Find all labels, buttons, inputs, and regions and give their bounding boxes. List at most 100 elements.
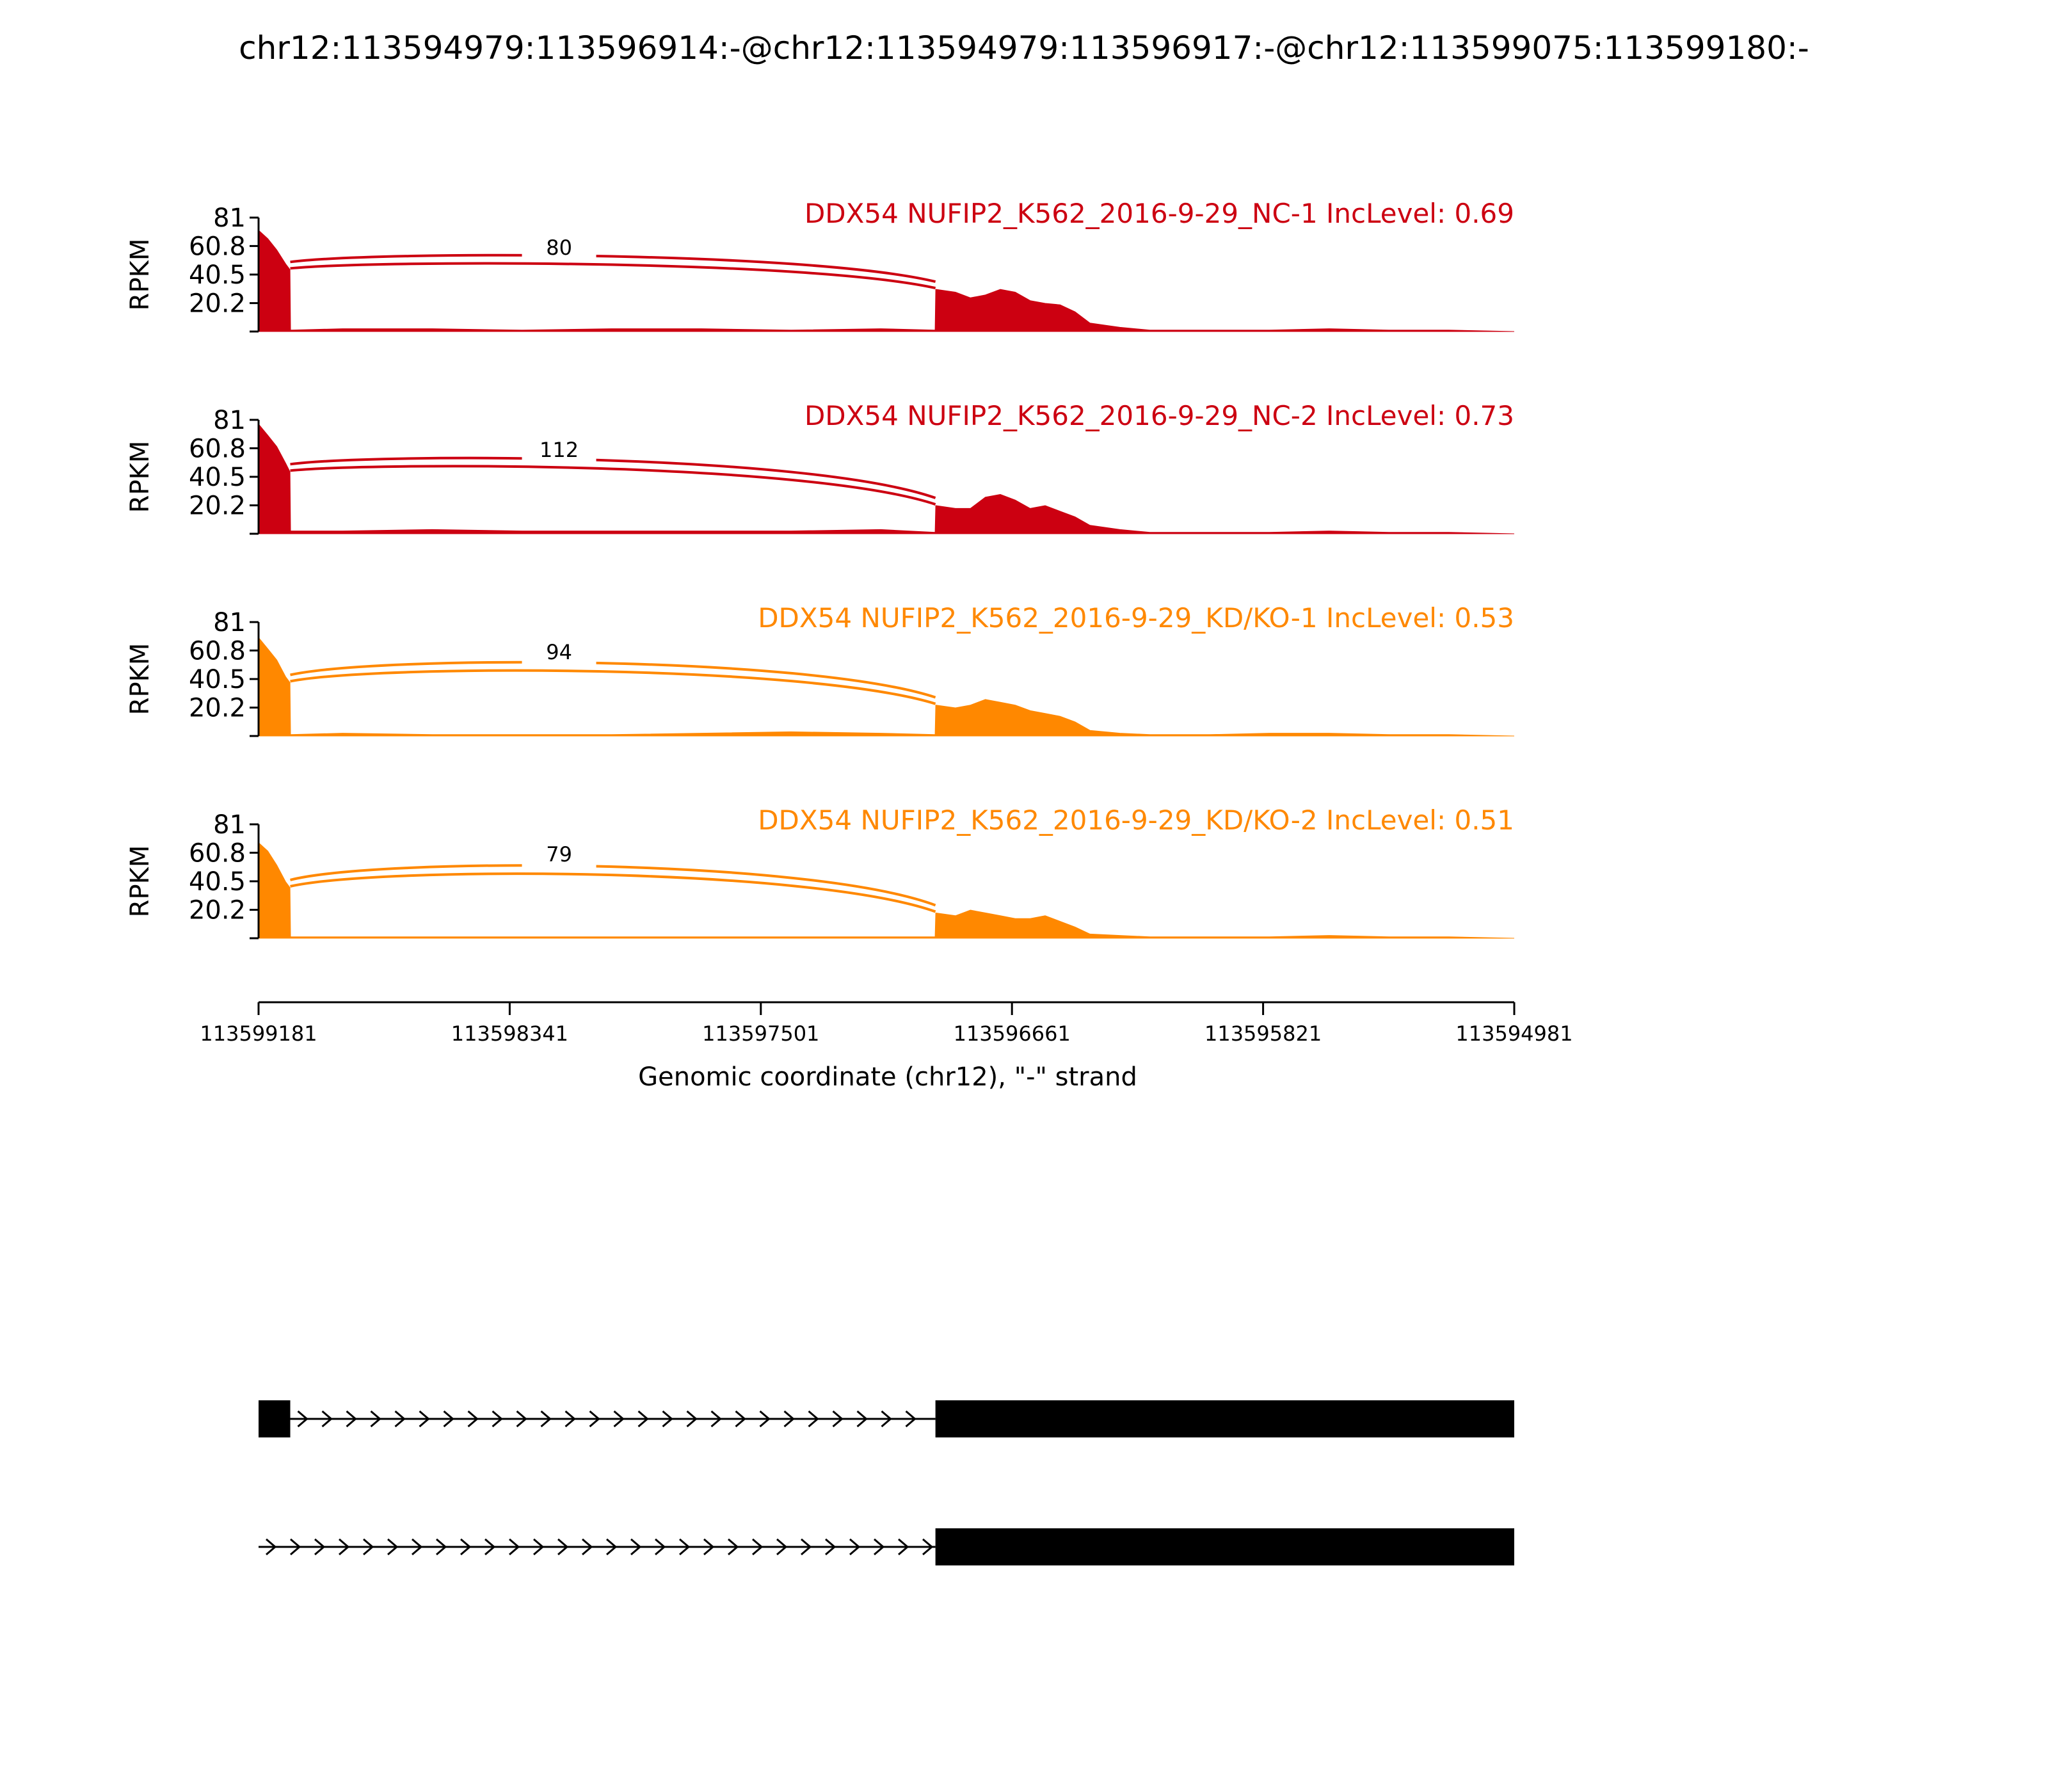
x-tick-label: 113595821	[1204, 1021, 1322, 1046]
junction-arc	[290, 465, 936, 506]
junction-arc	[290, 253, 936, 284]
genomic-x-axis: 113599181 113598341 113597501 113596661 1135…	[200, 1001, 1573, 1046]
x-tick-label: 113594981	[1455, 1021, 1572, 1046]
y-tick-label: 60.8	[189, 636, 246, 666]
strand-arrow	[825, 1538, 836, 1556]
y-axis-label: RPKM	[125, 845, 155, 918]
x-tick-label: 113597501	[702, 1021, 819, 1046]
strand-arrow	[637, 1410, 649, 1428]
y-tick-label: 81	[213, 204, 246, 233]
junction-count-label: 80	[546, 236, 572, 260]
y-tick-label: 40.5	[189, 463, 246, 492]
strand-arrow	[735, 1410, 746, 1428]
strand-arrow	[613, 1410, 625, 1428]
strand-arrow	[874, 1538, 885, 1556]
strand-arrow	[582, 1538, 593, 1556]
strand-arrow	[297, 1410, 308, 1428]
strand-arrow	[922, 1538, 934, 1556]
x-tick-label: 113599181	[200, 1021, 317, 1046]
strand-arrow	[290, 1538, 301, 1556]
strand-arrow	[509, 1538, 520, 1556]
sample-label: DDX54 NUFIP2_K562_2016-9-29_KD/KO-2 IncL…	[758, 804, 1514, 836]
y-tick-label: 81	[213, 406, 246, 435]
strand-arrow	[443, 1410, 454, 1428]
junction-arc	[290, 262, 936, 290]
strand-arrow	[436, 1538, 447, 1556]
junction-arc	[290, 669, 936, 705]
strand-arrow	[849, 1538, 861, 1556]
y-tick-label: 60.8	[189, 434, 246, 463]
y-tick-label: 60.8	[189, 838, 246, 868]
junction-label-bg	[522, 640, 596, 666]
coverage-panel-4: 79 DDX54 NUFIP2_K562_2016-9-29_KD/KO-2 In…	[125, 804, 1515, 940]
y-axis-label: RPKM	[125, 239, 155, 311]
strand-arrow	[387, 1538, 399, 1556]
strand-arrow	[776, 1538, 788, 1556]
coverage-area	[258, 229, 1515, 332]
junction-arc	[290, 872, 936, 913]
strand-arrow	[801, 1538, 812, 1556]
strand-arrow	[589, 1410, 600, 1428]
y-tick-label: 40.5	[189, 260, 246, 290]
y-tick-label: 20.2	[189, 896, 246, 925]
strand-arrow	[516, 1410, 527, 1428]
junction-arc	[290, 456, 936, 499]
coverage-area	[258, 636, 1515, 737]
strand-arrow	[492, 1410, 503, 1428]
strand-arrow	[266, 1538, 277, 1556]
junction-count-label: 79	[546, 842, 572, 867]
sample-label: DDX54 NUFIP2_K562_2016-9-29_NC-2 IncLeve…	[804, 400, 1514, 431]
x-axis-label: Genomic coordinate (chr12), "-" strand	[638, 1062, 1137, 1092]
strand-arrow	[460, 1538, 472, 1556]
strand-arrow	[339, 1538, 350, 1556]
strand-arrow	[314, 1538, 326, 1556]
strand-arrow	[533, 1538, 545, 1556]
strand-arrow	[905, 1410, 916, 1428]
strand-arrow	[655, 1538, 666, 1556]
y-tick-label: 40.5	[189, 867, 246, 897]
strand-arrow	[412, 1538, 423, 1556]
junction-label-bg	[522, 438, 596, 463]
strand-arrow	[540, 1410, 552, 1428]
junction-label-bg	[522, 842, 596, 868]
isoform-2	[259, 1528, 1514, 1565]
strand-arrow	[759, 1410, 771, 1428]
y-axis-label: RPKM	[125, 441, 155, 513]
figure-title: chr12:113594979:113596914:-@chr12:113594…	[239, 29, 1809, 67]
x-tick-label: 113596661	[954, 1021, 1071, 1046]
strand-arrow	[856, 1410, 868, 1428]
strand-arrow	[898, 1538, 909, 1556]
coverage-panels: 80 DDX54 NUFIP2_K562_2016-9-29_NC-1 IncLe…	[125, 198, 1515, 940]
strand-arrow	[394, 1410, 406, 1428]
y-tick-label: 81	[213, 608, 246, 637]
strand-arrow	[808, 1410, 819, 1428]
y-tick-label: 20.2	[189, 289, 246, 319]
y-tick-label: 20.2	[189, 492, 246, 521]
x-tick-label: 113598341	[451, 1021, 568, 1046]
y-tick-label: 60.8	[189, 232, 246, 261]
y-axis-label: RPKM	[125, 643, 155, 716]
strand-arrow	[630, 1538, 642, 1556]
exon-block	[259, 1400, 291, 1437]
isoform-1	[259, 1400, 1514, 1437]
junction-arc	[290, 864, 936, 907]
strand-arrow	[881, 1410, 892, 1428]
sample-label: DDX54 NUFIP2_K562_2016-9-29_NC-1 IncLeve…	[804, 198, 1514, 229]
strand-arrow	[564, 1410, 576, 1428]
junction-count-label: 112	[540, 438, 579, 462]
coverage-area	[258, 423, 1515, 534]
strand-arrow	[363, 1538, 374, 1556]
exon-block	[935, 1400, 1514, 1437]
coverage-panel-2: 112 DDX54 NUFIP2_K562_2016-9-29_NC-2 IncL…	[125, 400, 1515, 535]
sample-label: DDX54 NUFIP2_K562_2016-9-29_KD/KO-1 IncL…	[758, 602, 1514, 634]
strand-arrow	[728, 1538, 739, 1556]
junction-label-bg	[522, 236, 596, 261]
coverage-panel-1: 80 DDX54 NUFIP2_K562_2016-9-29_NC-1 IncLe…	[125, 198, 1515, 333]
exon-block	[935, 1528, 1514, 1565]
strand-arrow	[752, 1538, 764, 1556]
strand-arrow	[419, 1410, 430, 1428]
strand-arrow	[686, 1410, 698, 1428]
strand-arrow	[370, 1410, 381, 1428]
strand-arrow	[783, 1410, 795, 1428]
